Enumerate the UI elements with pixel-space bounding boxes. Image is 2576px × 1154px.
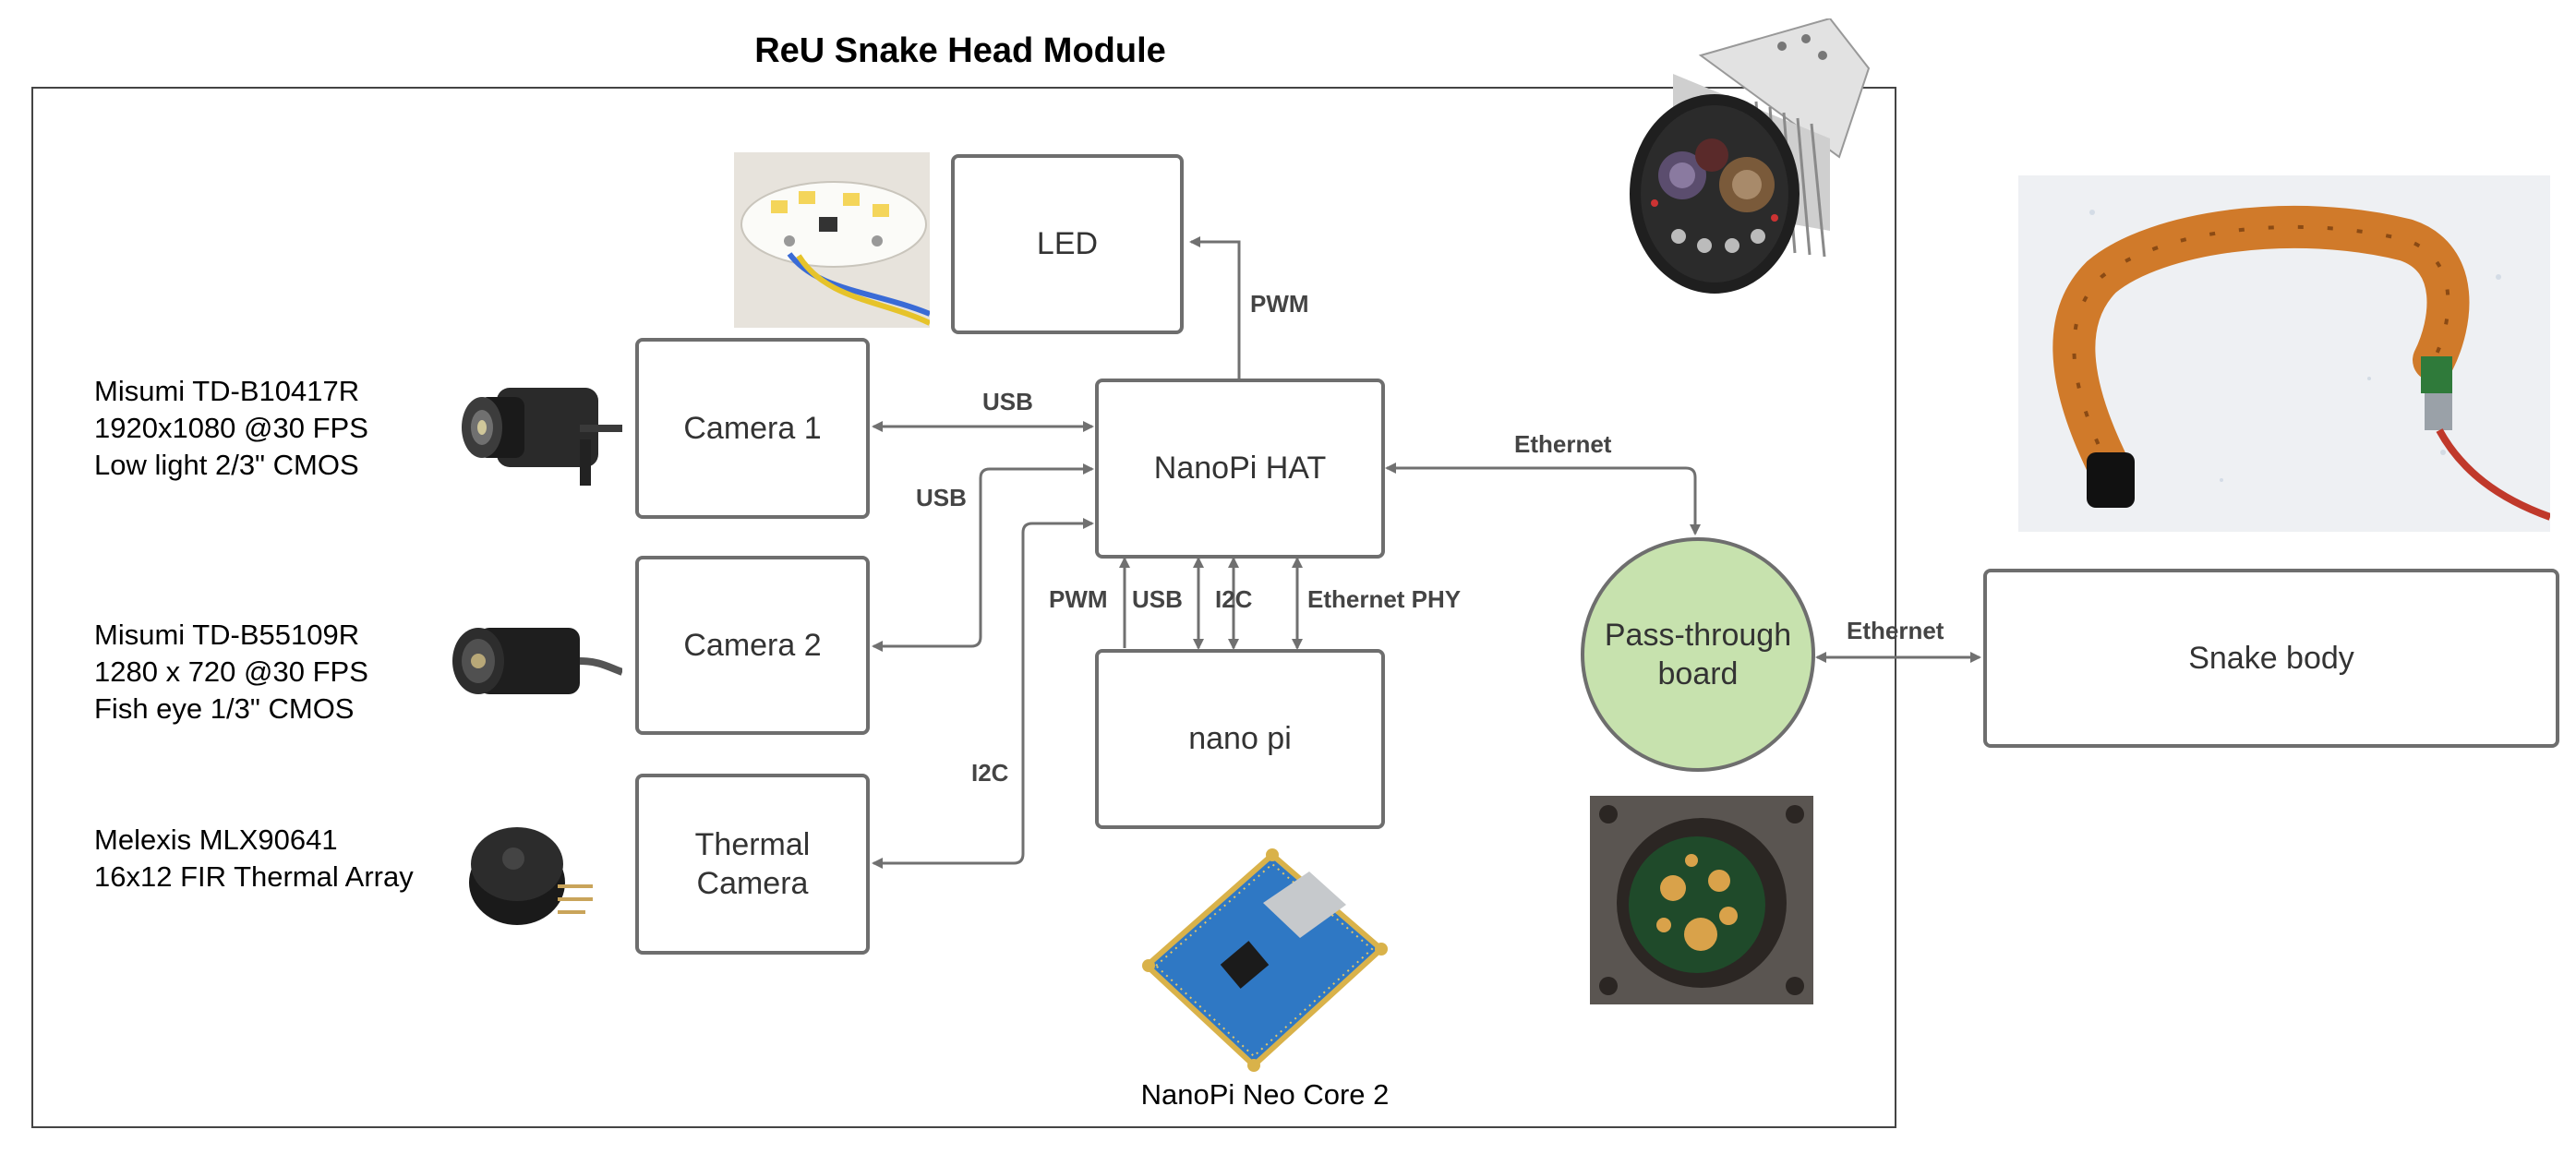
camera2-label: Camera 2 [683, 627, 822, 663]
pwm-led-wire [1189, 236, 1241, 379]
ethernet-hat-label: Ethernet [1514, 430, 1612, 458]
pwm-led-label: PWM [1250, 290, 1309, 318]
camera2-model: Misumi TD-B55109R [94, 619, 360, 651]
nanopi-hat-block: NanoPi HAT [1095, 379, 1385, 559]
thermal-label: Thermal Camera [695, 825, 811, 904]
nanopi-board-caption: NanoPi Neo Core 2 [1140, 1078, 1390, 1111]
head-module-render [1630, 18, 1871, 294]
thermal-description: Melexis MLX90641 16x12 FIR Thermal Array [94, 822, 414, 896]
i2c-nano-label: I2C [1215, 585, 1253, 613]
usb-camera2-wire [872, 463, 1094, 652]
nano-pi-label: nano pi [1188, 721, 1292, 757]
ethernet-phy-label: Ethernet PHY [1307, 585, 1462, 613]
camera1-resolution: 1920x1080 @30 FPS [94, 412, 368, 444]
camera2-description: Misumi TD-B55109R 1280 x 720 @30 FPS Fis… [94, 617, 368, 727]
pwm-nano-label: PWM [1049, 585, 1108, 613]
thermal-array: 16x12 FIR Thermal Array [94, 860, 414, 893]
pass-through-label: Pass-through board [1605, 616, 1791, 694]
camera1-sensor: Low light 2/3" CMOS [94, 449, 359, 481]
thermal-label-line1: Thermal [694, 826, 811, 862]
camera2-photo [452, 628, 622, 694]
camera2-block: Camera 2 [635, 556, 870, 735]
i2c-thermal-wire [872, 518, 1094, 869]
thermal-sensor-photo [469, 827, 593, 925]
eth-hat-wire [1385, 463, 1701, 535]
usb-camera2-label: USB [916, 484, 967, 511]
head-module-frame [31, 87, 1896, 1128]
camera1-model: Misumi TD-B10417R [94, 375, 360, 407]
camera2-sensor: Fish eye 1/3" CMOS [94, 692, 355, 725]
usb-nano-label: USB [1132, 585, 1183, 613]
pass-through-board: Pass-through board [1581, 537, 1815, 772]
snake-body-block: Snake body [1983, 569, 2559, 748]
camera1-block: Camera 1 [635, 338, 870, 519]
thermal-label-line2: Camera [696, 866, 809, 901]
snake-robot-photo [2018, 175, 2550, 532]
camera2-resolution: 1280 x 720 @30 FPS [94, 655, 368, 688]
nano-pi-block: nano pi [1095, 649, 1385, 829]
pass-through-line1: Pass-through [1604, 617, 1792, 653]
usb-camera1-label: USB [982, 388, 1033, 415]
pass-through-line2: board [1657, 656, 1739, 691]
snake-body-label: Snake body [2188, 640, 2354, 676]
led-label: LED [1036, 226, 1099, 262]
diagram-title: ReU Snake Head Module [754, 31, 1166, 70]
camera1-description: Misumi TD-B10417R 1920x1080 @30 FPS Low … [94, 373, 368, 484]
nanopi-board-photo [1142, 848, 1388, 1072]
led-block: LED [951, 154, 1184, 334]
i2c-thermal-label: I2C [971, 759, 1009, 787]
ethernet-body-label: Ethernet [1847, 617, 1944, 644]
pass-through-photo [1590, 796, 1813, 1004]
camera1-photo [462, 388, 622, 486]
led-board-photo [734, 152, 930, 328]
camera1-label: Camera 1 [683, 410, 822, 446]
nanopi-hat-label: NanoPi HAT [1153, 451, 1327, 487]
thermal-camera-block: Thermal Camera [635, 774, 870, 955]
thermal-model: Melexis MLX90641 [94, 823, 338, 856]
